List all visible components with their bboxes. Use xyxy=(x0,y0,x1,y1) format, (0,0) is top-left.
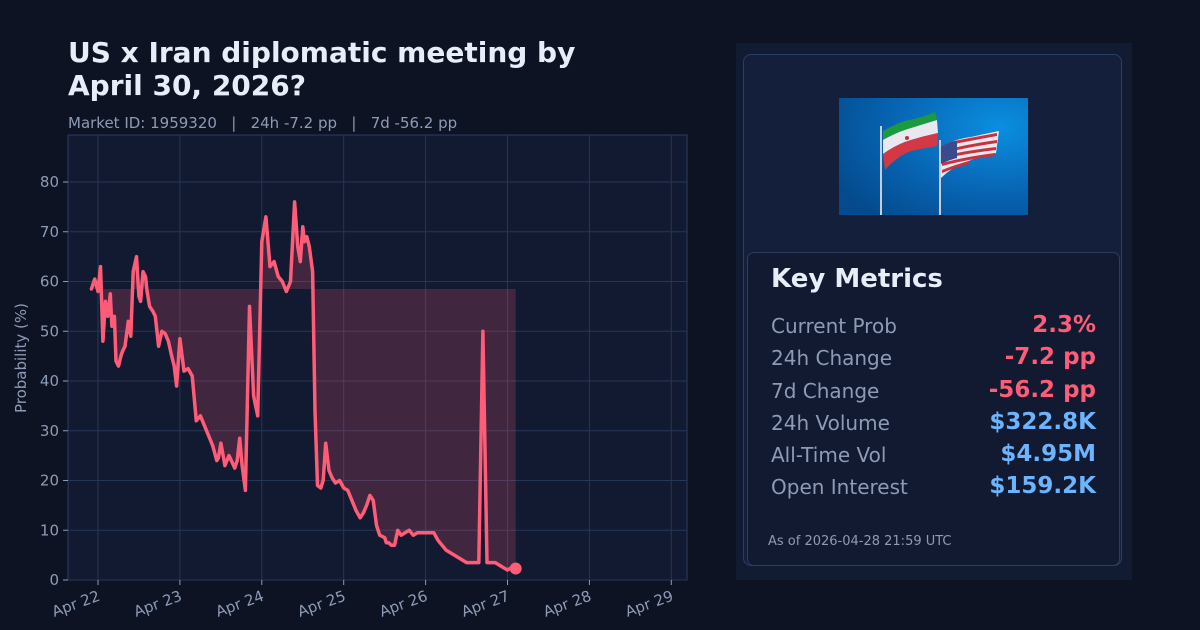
metric-value: $159.2K xyxy=(989,473,1096,499)
metric-label: 24h Change xyxy=(771,346,893,370)
metric-current-prob: Current Prob 2.3% xyxy=(771,312,1096,344)
x-tick-label: Apr 25 xyxy=(295,587,348,621)
metric-label: 7d Change xyxy=(771,379,880,403)
metric-all-time-volume: All-Time Vol $4.95M xyxy=(771,441,1096,473)
metric-7d-change: 7d Change -56.2 pp xyxy=(771,377,1096,409)
metric-label: Current Prob xyxy=(771,314,897,338)
current-value-marker xyxy=(509,562,522,575)
key-metrics-title: Key Metrics xyxy=(771,264,943,294)
metric-label: 24h Volume xyxy=(771,411,890,435)
x-tick-label: Apr 22 xyxy=(49,587,102,621)
metric-label: All-Time Vol xyxy=(771,443,887,467)
metric-value: -7.2 pp xyxy=(1004,344,1096,370)
y-tick-label: 60 xyxy=(40,273,59,291)
flag-pole-icon xyxy=(880,126,882,215)
x-tick-label: Apr 26 xyxy=(377,587,430,621)
y-tick-label: 20 xyxy=(40,472,59,490)
x-tick-label: Apr 23 xyxy=(131,587,184,621)
metric-value: -56.2 pp xyxy=(988,377,1096,403)
metric-value: 2.3% xyxy=(1032,312,1096,338)
key-metrics-card xyxy=(747,252,1120,566)
metric-24h-volume: 24h Volume $322.8K xyxy=(771,409,1096,441)
x-tick-label: Apr 28 xyxy=(541,587,594,621)
us-flag-icon xyxy=(941,131,999,178)
metric-24h-change: 24h Change -7.2 pp xyxy=(771,344,1096,376)
probability-chart: 0 10 20 30 40 50 60 70 80 Apr 22 Apr 23 Apr 24 Apr … xyxy=(12,134,688,621)
area-fill xyxy=(91,201,516,570)
y-tick-label: 40 xyxy=(40,372,59,390)
x-tick-label: Apr 24 xyxy=(213,587,266,621)
y-axis-label: Probability (%) xyxy=(12,303,30,413)
x-axis-ticks: Apr 22 Apr 23 Apr 24 Apr 25 Apr 26 Apr 27 Apr … xyxy=(49,580,676,621)
y-tick-label: 80 xyxy=(40,173,59,191)
page-title: US x Iran diplomatic meeting by April 30… xyxy=(68,36,688,102)
y-tick-label: 50 xyxy=(40,322,59,340)
title-line-1: US x Iran diplomatic meeting by xyxy=(68,36,576,69)
y-tick-label: 0 xyxy=(49,571,59,589)
y-tick-label: 30 xyxy=(40,422,59,440)
grid-lines xyxy=(68,135,687,581)
y-tick-label: 10 xyxy=(40,521,59,539)
market-image xyxy=(839,98,1028,215)
metric-value: $322.8K xyxy=(989,409,1096,435)
x-tick-label: Apr 29 xyxy=(623,587,676,621)
as-of-timestamp: As of 2026-04-28 21:59 UTC xyxy=(768,534,952,549)
y-tick-label: 70 xyxy=(40,223,59,241)
metric-value: $4.95M xyxy=(1000,441,1096,467)
x-tick-label: Apr 27 xyxy=(459,587,512,621)
metric-label: Open Interest xyxy=(771,475,908,499)
title-line-2: April 30, 2026? xyxy=(68,69,306,102)
y-axis-ticks: 0 10 20 30 40 50 60 70 80 xyxy=(40,173,68,589)
metric-open-interest: Open Interest $159.2K xyxy=(771,473,1096,505)
probability-line xyxy=(89,200,522,575)
market-subtitle: Market ID: 1959320 | 24h -7.2 pp | 7d -5… xyxy=(68,114,458,132)
iran-flag-icon xyxy=(883,112,938,170)
